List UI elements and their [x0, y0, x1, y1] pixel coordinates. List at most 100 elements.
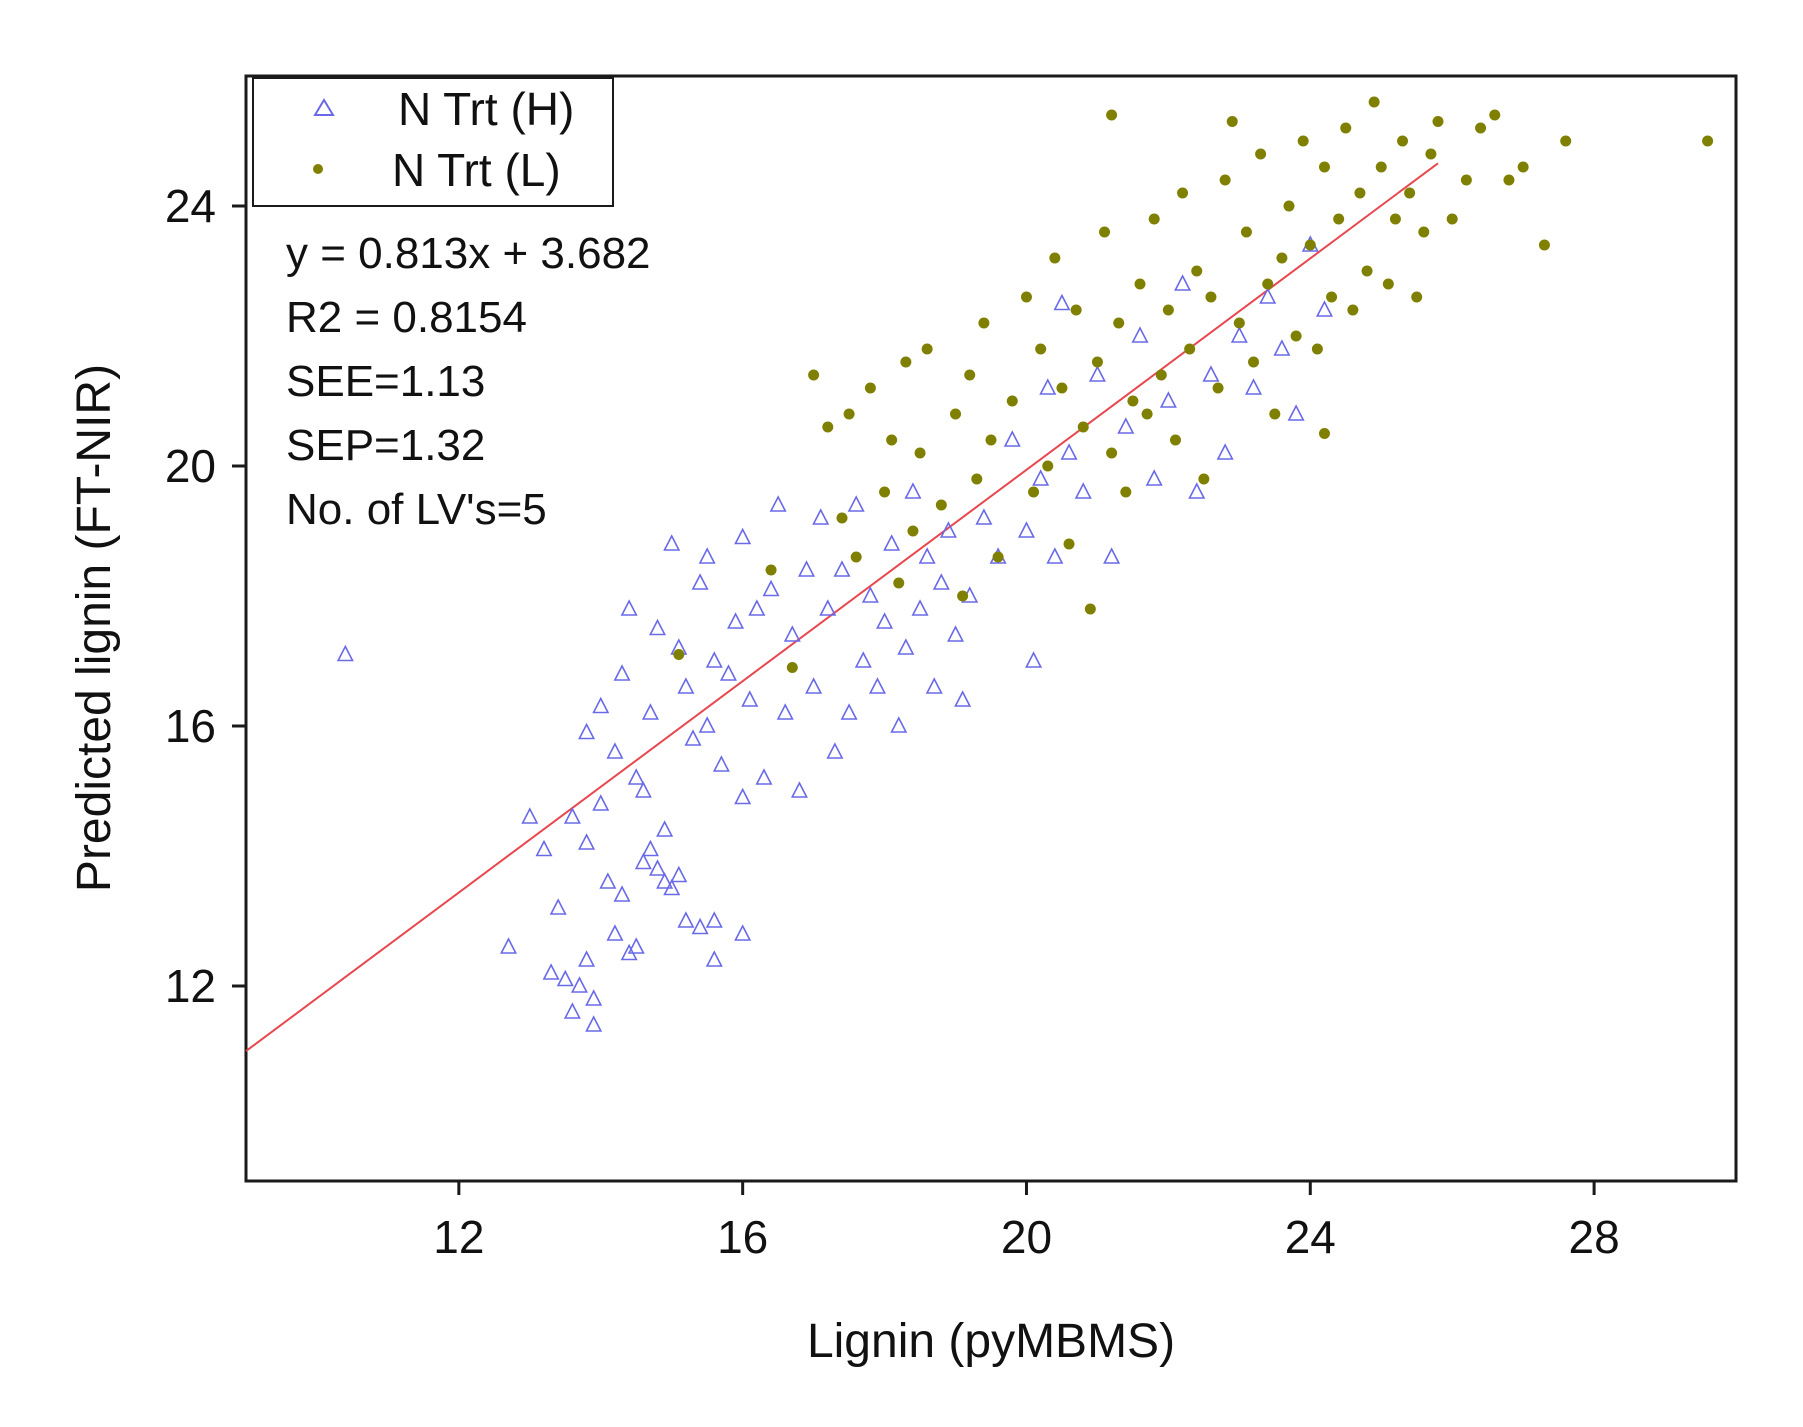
data-point-h-93 — [1046, 547, 1064, 564]
data-point-l-40 — [1120, 486, 1132, 498]
data-point-l-88 — [1475, 122, 1487, 134]
data-point-h-82 — [939, 521, 957, 538]
data-point-l-49 — [1184, 343, 1196, 355]
data-point-l-76 — [1368, 96, 1380, 108]
data-point-h-84 — [954, 690, 972, 707]
data-point-l-53 — [1212, 382, 1224, 394]
data-point-l-43 — [1141, 408, 1153, 420]
data-point-l-93 — [1560, 135, 1572, 147]
data-point-l-86 — [1446, 213, 1458, 225]
data-point-h-46 — [698, 716, 716, 733]
data-point-l-31 — [1063, 538, 1075, 550]
data-point-l-45 — [1155, 369, 1167, 381]
data-point-h-78 — [911, 599, 929, 616]
data-point-l-27 — [1035, 343, 1047, 355]
data-point-h-111 — [1287, 404, 1305, 421]
data-point-h-12 — [563, 807, 581, 824]
data-point-h-106 — [1216, 443, 1234, 460]
data-point-h-109 — [1259, 287, 1277, 304]
data-point-h-38 — [641, 703, 659, 720]
data-point-l-3 — [808, 369, 820, 381]
data-point-h-40 — [656, 820, 674, 837]
data-point-l-94 — [1702, 135, 1714, 147]
data-point-h-15 — [599, 872, 617, 889]
data-point-l-32 — [1070, 304, 1082, 316]
data-point-h-20 — [634, 852, 652, 870]
data-point-l-26 — [1028, 486, 1040, 498]
data-point-l-51 — [1198, 473, 1210, 485]
data-point-h-13 — [578, 833, 596, 850]
data-point-h-74 — [883, 534, 901, 551]
data-point-l-14 — [914, 447, 926, 459]
data-point-h-101 — [1145, 469, 1163, 486]
annotation-equation: y = 0.813x + 3.682 — [286, 229, 651, 278]
data-point-h-61 — [790, 781, 808, 798]
data-point-h-107 — [1230, 326, 1248, 343]
data-point-h-28 — [705, 911, 723, 928]
legend-box: N Trt (H) N Trt (L) — [252, 77, 614, 207]
data-point-l-57 — [1240, 226, 1252, 238]
data-point-l-35 — [1091, 356, 1103, 368]
data-point-l-79 — [1389, 213, 1401, 225]
data-point-h-65 — [819, 599, 837, 616]
data-point-h-71 — [861, 586, 879, 603]
data-point-h-9 — [578, 950, 596, 967]
data-point-h-83 — [947, 625, 965, 642]
data-point-l-91 — [1517, 161, 1529, 173]
y-tick-label-16: 16 — [165, 700, 216, 752]
data-point-l-67 — [1311, 343, 1323, 355]
data-point-l-90 — [1503, 174, 1515, 186]
data-point-h-75 — [890, 716, 908, 733]
data-point-h-63 — [805, 677, 823, 694]
data-point-l-85 — [1432, 116, 1444, 127]
annotation-r2: R2 = 0.8154 — [286, 293, 527, 342]
x-tick-label-20: 20 — [1001, 1211, 1052, 1263]
data-point-h-97 — [1088, 365, 1106, 382]
data-point-h-73 — [876, 612, 894, 629]
data-point-h-37 — [634, 781, 652, 798]
data-point-l-18 — [957, 590, 969, 602]
data-point-l-75 — [1361, 265, 1373, 277]
data-point-h-96 — [1074, 482, 1092, 499]
data-point-h-14 — [592, 794, 610, 811]
data-point-l-46 — [1162, 304, 1174, 316]
data-point-l-63 — [1283, 200, 1295, 212]
data-point-l-84 — [1425, 148, 1437, 160]
data-point-l-38 — [1106, 109, 1118, 121]
data-point-l-64 — [1290, 330, 1302, 342]
data-point-h-98 — [1103, 547, 1121, 564]
data-point-l-6 — [843, 408, 855, 420]
data-point-h-105 — [1202, 365, 1220, 382]
fit-line-layer — [245, 162, 1439, 1052]
x-tick-label-12: 12 — [433, 1211, 484, 1263]
data-point-h-110 — [1273, 339, 1291, 356]
data-point-l-19 — [964, 369, 976, 381]
data-point-l-69 — [1318, 428, 1330, 439]
data-point-h-86 — [975, 508, 993, 525]
y-tick-label-12: 12 — [165, 960, 216, 1012]
data-point-h-32 — [592, 696, 610, 714]
data-point-l-60 — [1262, 278, 1274, 290]
data-point-l-52 — [1205, 291, 1217, 303]
data-point-h-88 — [1003, 430, 1021, 447]
data-point-h-51 — [727, 612, 745, 629]
data-point-h-33 — [606, 742, 624, 759]
legend-label-h: N Trt (H) — [398, 83, 574, 135]
data-point-l-16 — [935, 499, 947, 511]
data-point-l-54 — [1219, 174, 1231, 186]
data-point-h-69 — [847, 495, 865, 512]
data-point-l-44 — [1148, 213, 1160, 225]
data-point-h-7 — [563, 1002, 581, 1019]
data-point-l-2 — [786, 662, 798, 673]
data-point-l-29 — [1049, 252, 1061, 264]
data-point-l-71 — [1333, 213, 1345, 225]
plot-area-frame — [244, 74, 1738, 1183]
data-point-h-3 — [535, 839, 553, 857]
data-point-h-35 — [620, 599, 638, 616]
series-l — [673, 96, 1714, 673]
data-point-l-82 — [1411, 291, 1423, 303]
data-point-l-20 — [971, 473, 983, 485]
data-point-h-1 — [500, 937, 518, 954]
data-point-h-16 — [606, 924, 624, 941]
data-point-l-47 — [1169, 434, 1181, 446]
